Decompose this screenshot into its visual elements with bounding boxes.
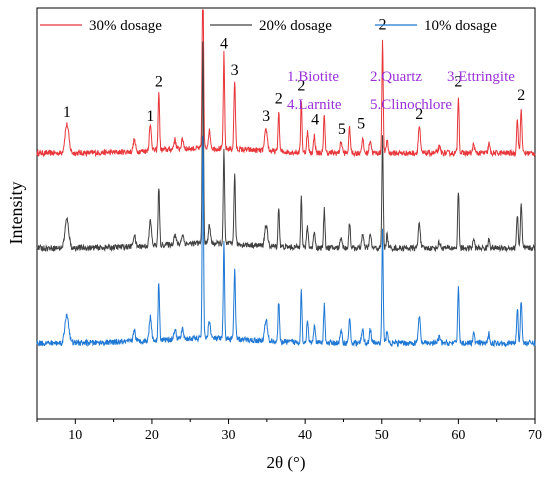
- peak-label: 2: [454, 74, 462, 91]
- x-tick-label: 20: [145, 428, 159, 443]
- x-tick-label: 70: [528, 428, 542, 443]
- peak-label: 5: [357, 115, 365, 132]
- x-tick-label: 30: [222, 428, 236, 443]
- phase-key: 1.Biotite 2.Quartz 3.Ettringite 4.Larnite 5.…: [287, 69, 515, 113]
- phase-key-item: 2.Quartz: [370, 69, 422, 85]
- legend-label: 10% dosage: [424, 18, 497, 34]
- phase-key-item: 4.Larnite: [287, 97, 342, 113]
- x-axis-label: 2θ (°): [266, 453, 305, 472]
- peak-label: 2: [415, 106, 423, 123]
- phase-key-item: 5.Clinochlore: [370, 97, 452, 113]
- series-layer: [36, 9, 536, 348]
- series-line-2: [36, 41, 536, 253]
- legend-label: 30% dosage: [89, 18, 162, 34]
- peak-label: 2: [155, 74, 163, 91]
- legend-label: 20% dosage: [259, 18, 332, 34]
- peak-label: 5: [338, 121, 346, 138]
- legend: 30% dosage 20% dosage 10% dosage: [40, 18, 497, 34]
- peak-label: 1: [146, 108, 154, 125]
- peak-label: 2: [275, 91, 283, 108]
- peak-annotations: 1122433224552222: [63, 17, 525, 139]
- x-tick-label: 60: [451, 428, 465, 443]
- peak-label: 3: [262, 108, 270, 125]
- peak-label: 4: [220, 36, 228, 53]
- peak-label: 3: [231, 62, 239, 79]
- x-axis-ticks: 10 20 30 40 50 60 70: [36, 419, 542, 443]
- peak-label: 2: [517, 87, 525, 104]
- series-line-3: [36, 135, 536, 348]
- series-line-1: [36, 9, 536, 158]
- plot-frame: [36, 7, 536, 420]
- peak-label: 2: [297, 77, 305, 94]
- x-tick-label: 50: [375, 428, 389, 443]
- x-tick-label: 10: [68, 428, 82, 443]
- peak-label: 4: [311, 112, 319, 129]
- x-tick-label: 40: [298, 428, 312, 443]
- y-axis-label: Intensity: [6, 182, 26, 245]
- phase-key-item: 1.Biotite: [287, 69, 339, 85]
- phase-key-item: 3.Ettringite: [447, 69, 515, 85]
- peak-label: 1: [63, 104, 71, 121]
